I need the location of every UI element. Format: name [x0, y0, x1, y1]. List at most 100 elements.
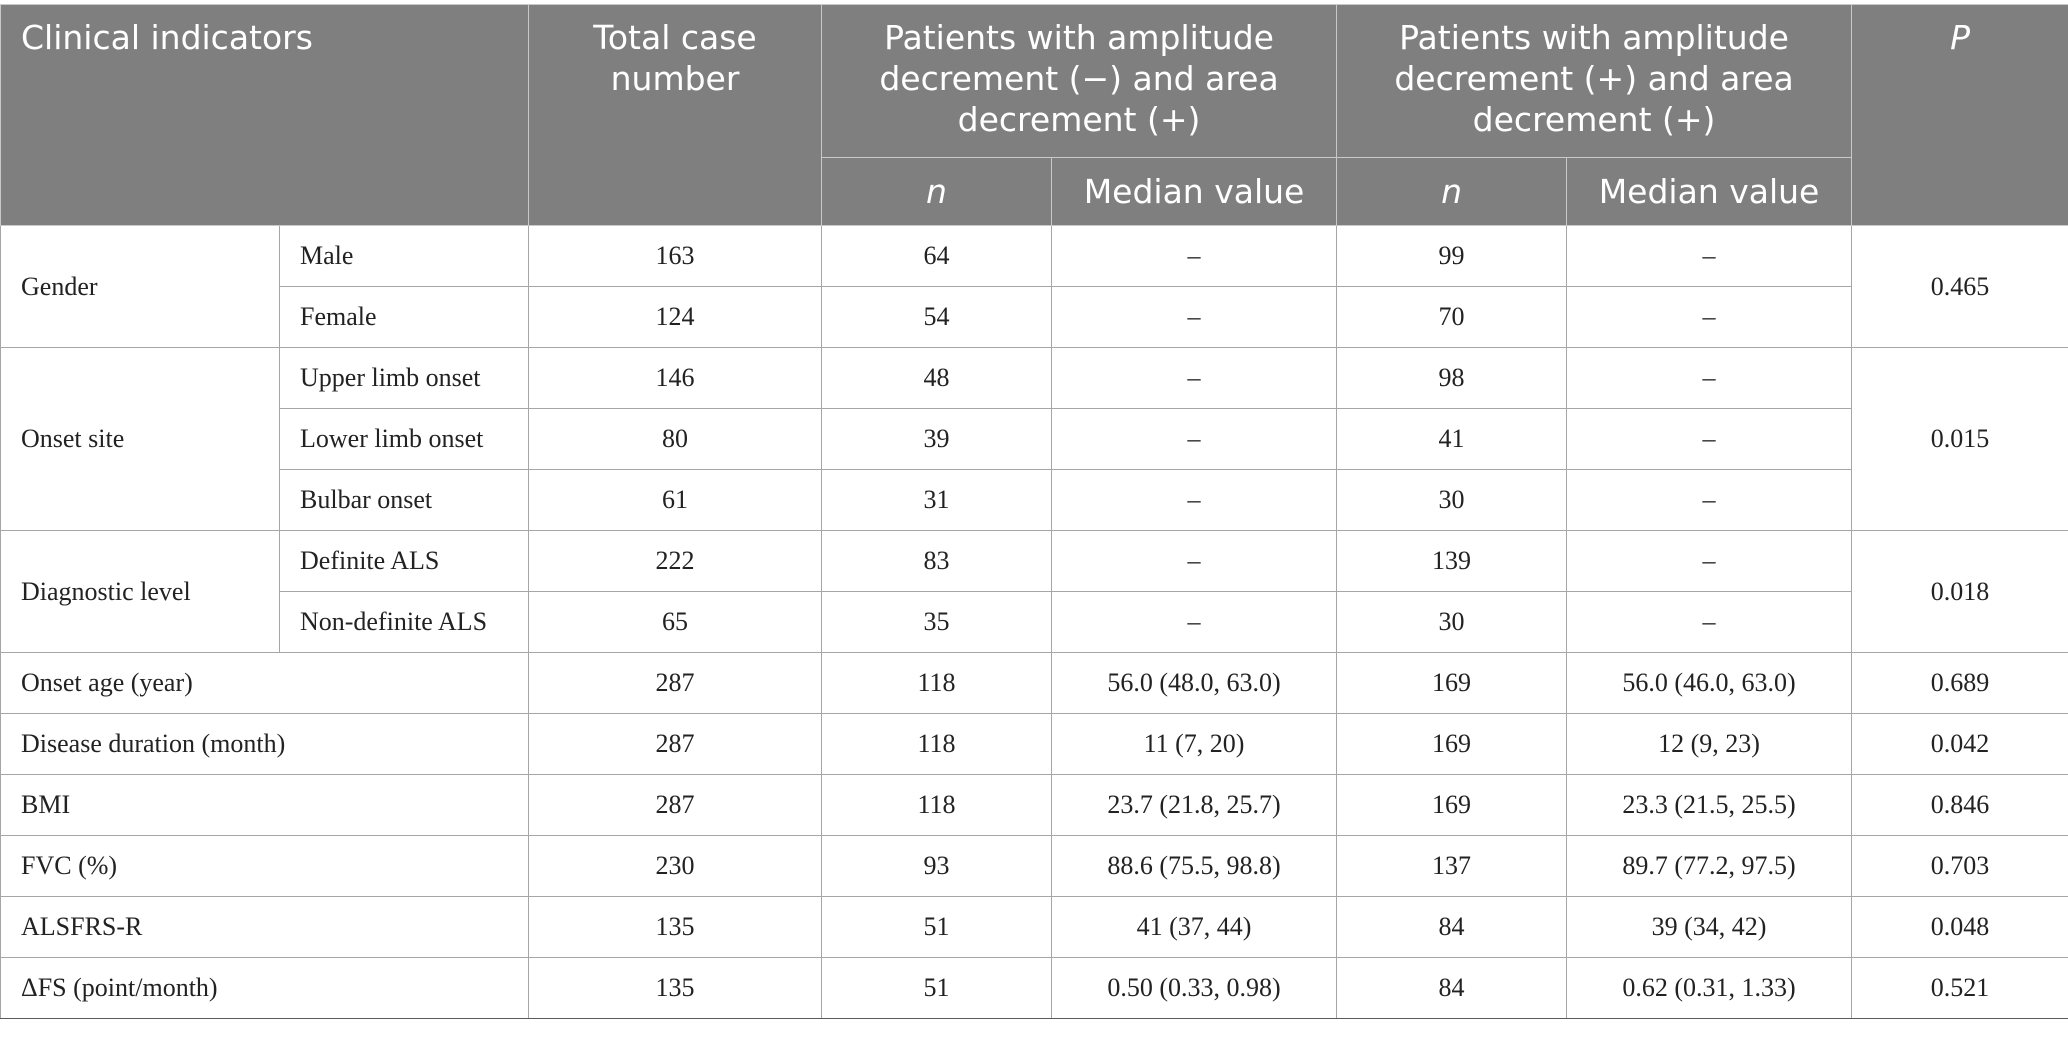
median-a-cell: 11 (7, 20)	[1051, 713, 1338, 775]
median-a-cell: 41 (37, 44)	[1051, 896, 1338, 958]
median-b-cell: –	[1566, 469, 1853, 531]
median-a-cell: 88.6 (75.5, 98.8)	[1051, 835, 1338, 897]
median-b-cell: 56.0 (46.0, 63.0)	[1566, 652, 1853, 714]
p-cell: 0.521	[1851, 957, 2068, 1019]
group-label: Gender	[0, 225, 280, 348]
sub-label: Bulbar onset	[278, 469, 530, 531]
total-cell: 61	[528, 469, 823, 531]
n-b-cell: 169	[1336, 652, 1568, 714]
median-a-cell: –	[1051, 530, 1338, 592]
p-cell: 0.042	[1851, 713, 2068, 775]
header-median-b: Median value	[1566, 157, 1853, 226]
table-row: Bulbar onset 61 31 – 30 –	[1, 469, 2068, 531]
header-n-b: n	[1336, 157, 1568, 226]
median-a-cell: –	[1051, 286, 1338, 348]
total-cell: 287	[528, 652, 823, 714]
median-a-cell: 23.7 (21.8, 25.7)	[1051, 774, 1338, 836]
row-label: FVC (%)	[0, 835, 530, 897]
sub-label: Non-definite ALS	[278, 591, 530, 653]
table-row: Diagnostic level Definite ALS 222 83 – 1…	[0, 530, 2068, 653]
p-cell: 0.018	[1851, 530, 2068, 653]
table-row: Female 124 54 – 70 –	[1, 286, 2068, 348]
p-cell: 0.846	[1851, 774, 2068, 836]
total-cell: 287	[528, 774, 823, 836]
p-cell: 0.015	[1851, 347, 2068, 531]
clinical-table: Clinical indicators Total case number Pa…	[0, 4, 2068, 1019]
table-row: ΔFS (point/month) 135 51 0.50 (0.33, 0.9…	[0, 957, 2068, 1019]
n-a-cell: 54	[821, 286, 1053, 348]
table-row: Gender Male 163 64 – 99 – 0.465	[0, 225, 2068, 348]
n-a-cell: 93	[821, 835, 1053, 897]
total-cell: 135	[528, 957, 823, 1019]
n-a-cell: 48	[821, 347, 1053, 409]
median-a-cell: 0.50 (0.33, 0.98)	[1051, 957, 1338, 1019]
n-a-cell: 118	[821, 774, 1053, 836]
median-b-cell: –	[1566, 408, 1853, 470]
header-group-b: Patients with amplitude decrement (+) an…	[1336, 4, 1853, 158]
sub-label: Definite ALS	[278, 530, 530, 592]
n-b-cell: 139	[1336, 530, 1568, 592]
n-b-cell: 137	[1336, 835, 1568, 897]
total-cell: 135	[528, 896, 823, 958]
total-cell: 230	[528, 835, 823, 897]
median-b-cell: –	[1566, 347, 1853, 409]
p-cell: 0.048	[1851, 896, 2068, 958]
median-b-cell: 39 (34, 42)	[1566, 896, 1853, 958]
n-b-cell: 70	[1336, 286, 1568, 348]
row-label: Disease duration (month)	[0, 713, 530, 775]
sub-label: Male	[278, 225, 530, 287]
median-a-cell: –	[1051, 408, 1338, 470]
table-row: ALSFRS-R 135 51 41 (37, 44) 84 39 (34, 4…	[0, 896, 2068, 958]
total-cell: 146	[528, 347, 823, 409]
n-b-cell: 30	[1336, 469, 1568, 531]
group-label: Onset site	[0, 347, 280, 531]
total-cell: 80	[528, 408, 823, 470]
median-b-cell: –	[1566, 286, 1853, 348]
table-row: Disease duration (month) 287 118 11 (7, …	[0, 713, 2068, 775]
total-cell: 222	[528, 530, 823, 592]
row-label: Onset age (year)	[0, 652, 530, 714]
n-a-cell: 51	[821, 896, 1053, 958]
n-b-cell: 169	[1336, 774, 1568, 836]
n-b-cell: 41	[1336, 408, 1568, 470]
p-cell: 0.703	[1851, 835, 2068, 897]
n-b-cell: 169	[1336, 713, 1568, 775]
sub-label: Lower limb onset	[278, 408, 530, 470]
n-a-cell: 35	[821, 591, 1053, 653]
n-a-cell: 39	[821, 408, 1053, 470]
n-a-cell: 31	[821, 469, 1053, 531]
header-n-a: n	[821, 157, 1053, 226]
n-b-cell: 98	[1336, 347, 1568, 409]
total-cell: 65	[528, 591, 823, 653]
sub-label: Female	[278, 286, 530, 348]
median-b-cell: –	[1566, 591, 1853, 653]
p-cell: 0.689	[1851, 652, 2068, 714]
header-group-a: Patients with amplitude decrement (−) an…	[821, 4, 1338, 158]
sub-label: Upper limb onset	[278, 347, 530, 409]
total-cell: 124	[528, 286, 823, 348]
median-b-cell: 12 (9, 23)	[1566, 713, 1853, 775]
p-cell: 0.465	[1851, 225, 2068, 348]
table-row: Lower limb onset 80 39 – 41 –	[1, 408, 2068, 470]
header-clinical-indicators: Clinical indicators	[0, 4, 530, 226]
n-b-cell: 84	[1336, 896, 1568, 958]
median-a-cell: –	[1051, 591, 1338, 653]
n-b-cell: 99	[1336, 225, 1568, 287]
group-label: Diagnostic level	[0, 530, 280, 653]
median-b-cell: 89.7 (77.2, 97.5)	[1566, 835, 1853, 897]
median-b-cell: –	[1566, 225, 1853, 287]
n-b-cell: 84	[1336, 957, 1568, 1019]
median-a-cell: –	[1051, 347, 1338, 409]
table-row: FVC (%) 230 93 88.6 (75.5, 98.8) 137 89.…	[0, 835, 2068, 897]
table-row: Non-definite ALS 65 35 – 30 –	[1, 591, 2068, 653]
table-row: BMI 287 118 23.7 (21.8, 25.7) 169 23.3 (…	[0, 774, 2068, 836]
median-b-cell: –	[1566, 530, 1853, 592]
n-a-cell: 83	[821, 530, 1053, 592]
n-b-cell: 30	[1336, 591, 1568, 653]
median-a-cell: –	[1051, 225, 1338, 287]
header-p: P	[1851, 4, 2068, 226]
n-a-cell: 118	[821, 713, 1053, 775]
row-label: ΔFS (point/month)	[0, 957, 530, 1019]
table-row: Onset age (year) 287 118 56.0 (48.0, 63.…	[0, 652, 2068, 714]
